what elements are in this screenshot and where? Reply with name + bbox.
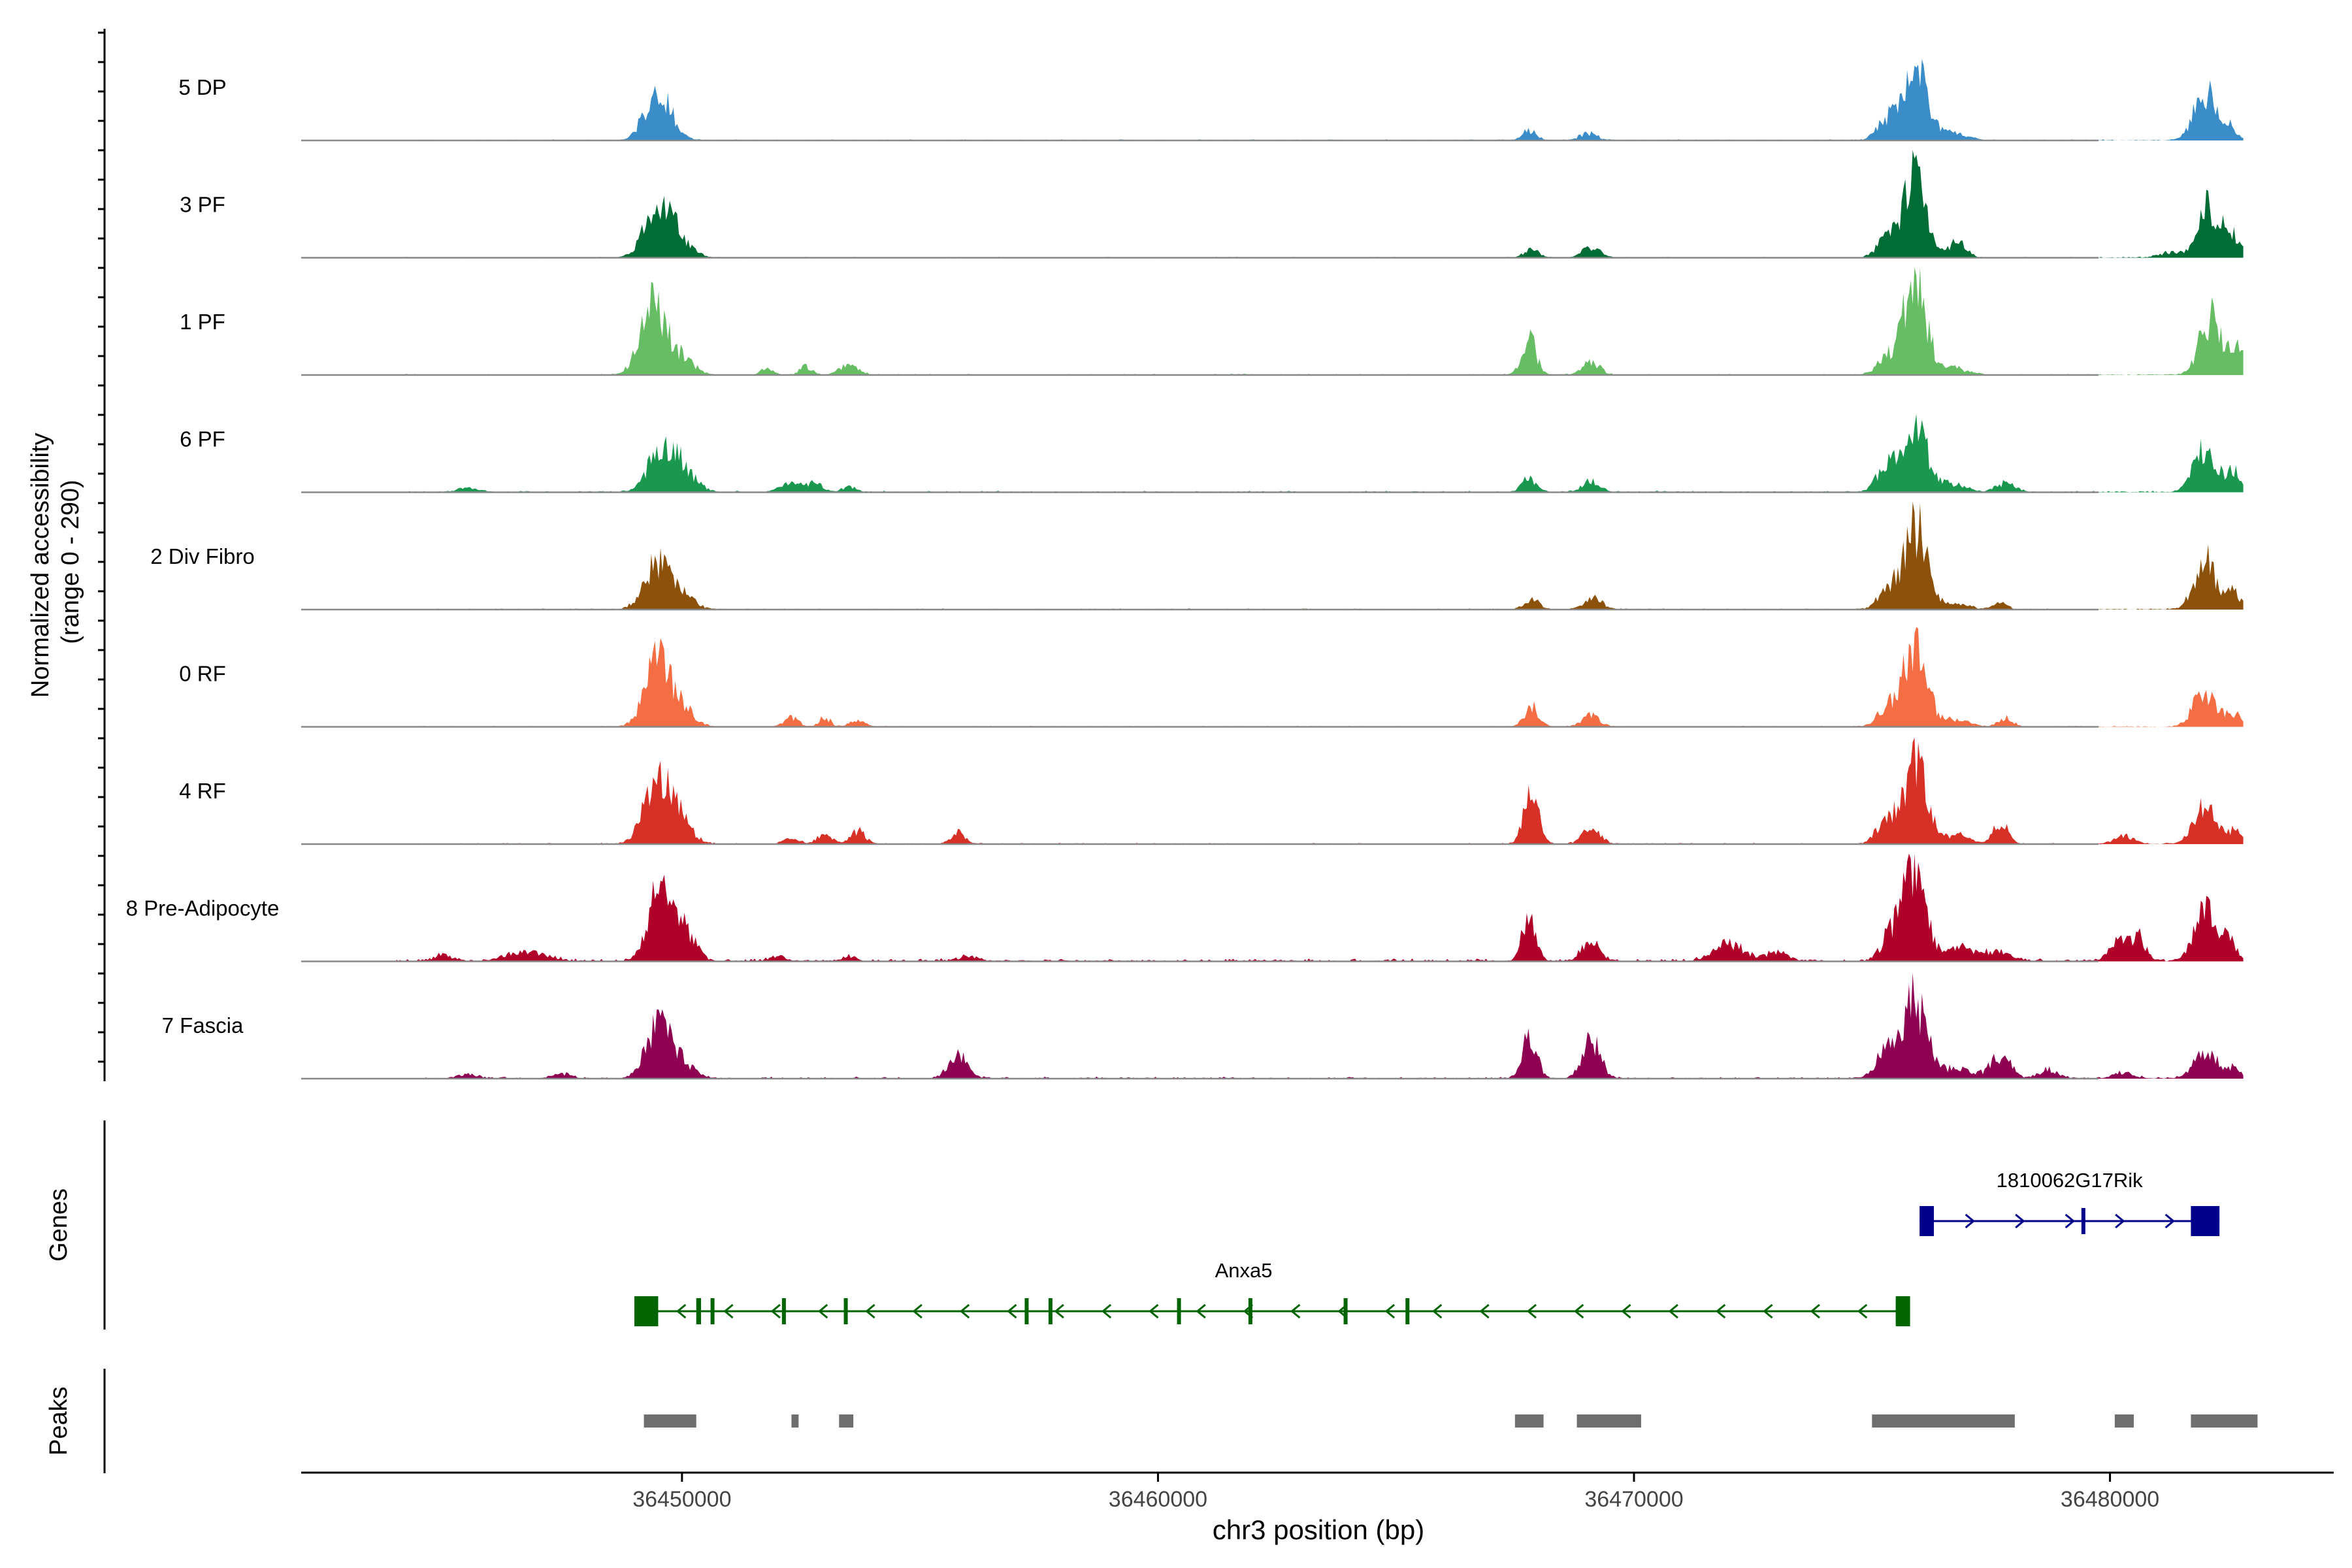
peak-region (1576, 1414, 1641, 1428)
exon (1895, 1296, 1910, 1326)
peak-region (839, 1414, 854, 1428)
x-axis-ticks: 36450000 36460000 36470000 36480000 (632, 1473, 2159, 1512)
peak-regions (644, 1414, 2258, 1428)
strand-chevron (817, 1303, 828, 1319)
y-axis-label-line2: (range 0 - 290) (57, 480, 84, 644)
x-tick-label: 36470000 (1584, 1487, 1683, 1512)
strand-chevron (1196, 1303, 1206, 1319)
gene-name: 1810062G17Rik (1997, 1169, 2144, 1192)
strand-chevron (676, 1303, 687, 1319)
strand-chevron (723, 1303, 734, 1319)
exon (2191, 1206, 2220, 1236)
strand-chevron (1384, 1303, 1396, 1319)
exon (1177, 1298, 1181, 1324)
strand-chevron (865, 1303, 875, 1319)
exon (781, 1298, 786, 1324)
x-axis-title: chr3 position (bp) (1213, 1514, 1425, 1545)
strand-chevron (1965, 1213, 1975, 1229)
track-label: 6 PF (180, 427, 225, 451)
peak-region (1872, 1414, 2015, 1428)
coverage-tracks: 5 DP 3 PF 1 PF 6 PF 2 Div Fibro 0 RF 4 RF 8 Pre… (126, 59, 2244, 1080)
peak-region (1514, 1414, 1544, 1428)
strand-chevron (2065, 1213, 2075, 1229)
strand-chevron (959, 1303, 970, 1319)
strand-chevron (1007, 1303, 1017, 1319)
strand-chevron (1810, 1303, 1820, 1319)
exon (1048, 1298, 1053, 1324)
strand-chevron (770, 1303, 781, 1319)
strand-chevron (2164, 1213, 2175, 1229)
exon (696, 1298, 701, 1324)
exon (1405, 1298, 1410, 1324)
gene-annotations: 1810062G17Rik Anxa5 (634, 1169, 2220, 1326)
peak-region (791, 1414, 799, 1428)
track-label: 2 Div Fibro (150, 544, 255, 568)
strand-chevron (1290, 1303, 1301, 1319)
x-tick-label: 36450000 (632, 1487, 731, 1512)
strand-chevron (1857, 1303, 1868, 1319)
strand-chevron (1526, 1303, 1537, 1319)
peak-region (2114, 1414, 2134, 1428)
strand-chevron (1574, 1303, 1584, 1319)
exon (1248, 1298, 1252, 1324)
y-axis-label: Normalized accessibility (range 0 - 290) (27, 426, 84, 698)
exon (1024, 1298, 1029, 1324)
exon (1343, 1298, 1348, 1324)
strand-chevron (1101, 1303, 1112, 1319)
strand-chevron (1668, 1303, 1678, 1319)
exon (710, 1298, 715, 1324)
peak-region (2191, 1414, 2258, 1428)
strand-chevron (1432, 1303, 1443, 1319)
strand-chevron (2115, 1213, 2125, 1229)
strand-chevron (912, 1303, 923, 1319)
track-label: 0 RF (179, 662, 226, 686)
y-axis-label-line1: Normalized accessibility (27, 433, 54, 698)
accessibility-y-ticks (98, 31, 105, 1063)
track-label: 5 DP (178, 75, 226, 99)
peaks-panel-label: Peaks (45, 1386, 73, 1456)
genes-panel-label: Genes (45, 1188, 73, 1262)
x-tick-label: 36480000 (2061, 1487, 2159, 1512)
peak-region (644, 1414, 696, 1428)
exon (2081, 1208, 2085, 1234)
track-label: 8 Pre-Adipocyte (126, 896, 280, 921)
track-label: 1 PF (180, 310, 225, 334)
exon (1919, 1206, 1934, 1236)
x-tick-label: 36460000 (1109, 1487, 1207, 1512)
strand-chevron (1621, 1303, 1631, 1319)
strand-chevron (1763, 1303, 1773, 1319)
strand-chevron (1479, 1303, 1490, 1319)
strand-chevron (1054, 1303, 1064, 1319)
track-label: 3 PF (180, 193, 225, 217)
track-label: 4 RF (179, 779, 226, 803)
exon (843, 1298, 848, 1324)
exon (634, 1296, 659, 1326)
gene-name: Anxa5 (1215, 1259, 1273, 1282)
strand-chevron (1715, 1303, 1726, 1319)
strand-chevron (2015, 1213, 2025, 1229)
track-label: 7 Fascia (162, 1013, 244, 1037)
strand-chevron (1149, 1303, 1159, 1319)
